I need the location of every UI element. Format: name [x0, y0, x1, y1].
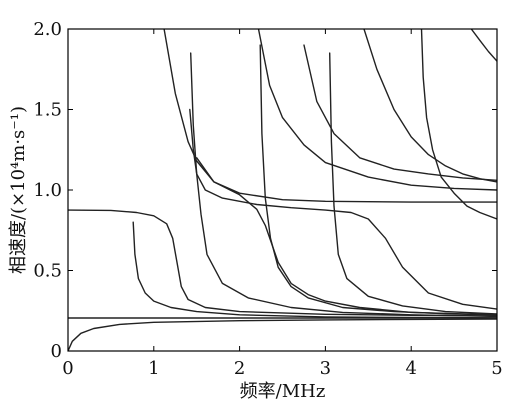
dispersion-curves [68, 29, 497, 351]
dispersion-curve-8 [195, 157, 497, 316]
x-tick-label: 5 [491, 358, 502, 379]
dispersion-curve-7 [189, 108, 497, 310]
y-axis-label: 相速度/(×10⁴m·s⁻¹) [8, 106, 29, 274]
x-tick-label: 2 [234, 358, 245, 379]
dispersion-curve-3 [68, 209, 497, 317]
dispersion-curve-10 [257, 29, 497, 191]
x-tick-label: 1 [148, 358, 159, 379]
axis-ticks [67, 28, 498, 352]
y-tick-label: 1.5 [33, 100, 62, 121]
x-tick-label: 3 [320, 358, 331, 379]
y-tick-label: 2.0 [33, 19, 62, 40]
dispersion-curve-15 [470, 29, 497, 62]
dispersion-curve-9 [259, 44, 497, 316]
dispersion-curve-12 [329, 52, 497, 315]
dispersion-curve-4 [132, 221, 497, 319]
plot-frame [67, 28, 498, 352]
x-tick-label: 4 [405, 358, 416, 379]
y-tick-label: 1.0 [33, 180, 62, 201]
dispersion-curve-5 [163, 29, 497, 203]
dispersion-curve-11 [303, 44, 497, 182]
x-axis-label: 频率/MHz [240, 381, 326, 402]
y-tick-label: 0 [51, 341, 62, 362]
tick-labels: 0 1 2 3 4 5 0 0.5 1.0 1.5 2.0 [33, 19, 502, 379]
x-tick-label: 0 [62, 358, 73, 379]
dispersion-curve-13 [363, 29, 497, 183]
y-tick-label: 0.5 [33, 261, 62, 282]
dispersion-curve-14 [420, 29, 497, 220]
dispersion-curve-1 [68, 318, 497, 351]
dispersion-curve-6 [189, 52, 497, 318]
